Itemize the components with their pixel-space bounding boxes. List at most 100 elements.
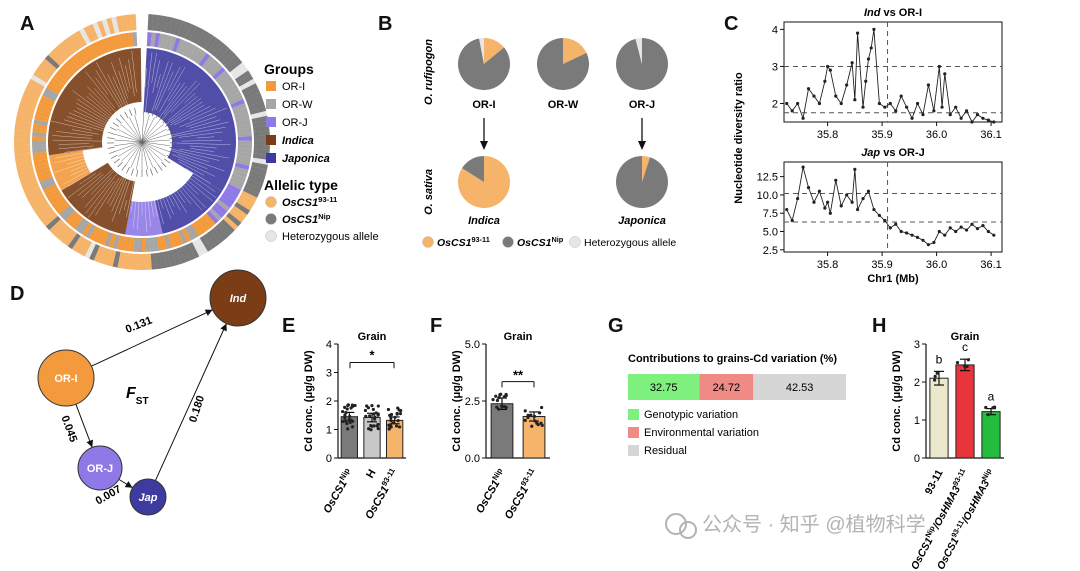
group-ring-segment <box>237 151 252 158</box>
allele-ring-segment <box>146 253 152 270</box>
group-ring-segment <box>91 42 102 57</box>
alleles-legend: OsCS193-11 OsCS1Nip Heterozygous allele <box>265 195 379 243</box>
data-point <box>899 94 903 98</box>
allele-ring-segment <box>120 15 128 32</box>
allele-ring-segment <box>180 245 191 263</box>
group-ring-segment <box>153 236 159 252</box>
edge-arrow <box>124 481 133 488</box>
allele-ring-segment <box>66 35 80 52</box>
group-ring-segment <box>141 237 147 252</box>
tree-branch <box>95 177 120 216</box>
allele-ring-segment <box>224 54 240 70</box>
tree-inner-branch <box>130 141 143 168</box>
group-ring-segment <box>62 208 75 221</box>
sample-point <box>526 413 530 417</box>
allele-ring-segment <box>253 140 270 146</box>
tree-branch <box>169 101 203 124</box>
sample-point <box>936 371 940 375</box>
sample-point <box>343 405 347 409</box>
tree-inner-branch <box>124 120 143 143</box>
group-ring-segment <box>55 70 70 83</box>
tree-branch <box>156 73 161 88</box>
group-ring-segment <box>107 36 116 51</box>
group-ring-segment <box>39 176 55 186</box>
data-point <box>823 79 827 83</box>
sample-point <box>398 425 402 429</box>
group-ring-segment <box>235 159 251 166</box>
allele-ring-segment <box>221 51 236 66</box>
allele-ring-segment <box>181 22 192 39</box>
tree-branch <box>150 199 154 217</box>
sample-point <box>504 405 508 410</box>
tree-branch <box>181 175 213 202</box>
allele-ring-segment <box>28 194 46 207</box>
stacked-segment <box>699 374 754 400</box>
group-ring-segment <box>41 180 56 190</box>
sample-point <box>388 413 392 418</box>
allele-ring-segment <box>252 120 269 128</box>
tree-inner-branch <box>141 141 159 165</box>
allele-ring-segment <box>102 248 113 266</box>
tree-branch <box>162 98 202 127</box>
group-ring-segment <box>228 95 244 105</box>
panel-letter-g: G <box>608 315 624 337</box>
y-axis-label: Nucleotide diversity ratio <box>733 72 745 204</box>
pie-legend-label: Heterozygous allele <box>584 237 676 249</box>
tree-branch <box>150 164 172 220</box>
tree-branch <box>55 152 84 159</box>
data-point <box>861 196 865 201</box>
sample-point <box>364 414 368 418</box>
data-point <box>866 57 871 61</box>
allele-ring-segment <box>33 201 50 215</box>
sample-point <box>394 424 399 428</box>
data-point <box>872 27 876 32</box>
allele-ring-segment <box>15 115 33 124</box>
node-or-i <box>37 349 95 407</box>
pie-indica-slice <box>458 156 511 208</box>
sample-point <box>386 407 390 412</box>
groups-legend: OR-I OR-W OR-J Indica Japonica <box>266 81 330 165</box>
allele-ring-segment <box>147 14 154 31</box>
tree-branch <box>95 62 130 120</box>
tree-inner-branch <box>141 141 163 162</box>
group-ring-segment <box>237 140 252 145</box>
tree-branch <box>189 145 217 149</box>
tree-branch <box>171 121 229 136</box>
sample-point <box>346 427 350 431</box>
data-point <box>926 83 931 87</box>
group-ring-segment <box>84 46 95 61</box>
allele-ring-segment <box>48 51 63 66</box>
group-ring-segment <box>231 103 247 112</box>
tree-inner-branch <box>141 141 170 146</box>
tree-branch <box>67 147 123 165</box>
tree-inner-branch <box>114 141 143 146</box>
data-point <box>959 225 963 229</box>
tree-branch <box>84 176 112 208</box>
allele-ring-segment <box>246 178 263 189</box>
pie-or-i-slice <box>479 38 484 64</box>
tree-inner-branch <box>141 141 169 152</box>
group-ring-segment <box>46 83 61 95</box>
allelic-title: Allelic type <box>264 177 338 193</box>
y-tick-label: 2.5 <box>763 245 778 257</box>
allele-ring-segment <box>39 209 56 223</box>
group-ring-segment <box>237 136 252 141</box>
allele-ring-segment <box>213 225 228 241</box>
group-ring-segment <box>200 215 213 230</box>
data-point <box>915 101 920 106</box>
data-point <box>796 196 800 201</box>
data-point <box>869 46 873 50</box>
bar <box>981 411 1001 459</box>
allele-ring-segment <box>22 182 40 194</box>
tree-branch <box>145 68 147 88</box>
allele-ring-segment <box>14 144 31 151</box>
allele-ring-segment <box>234 202 251 215</box>
allele-ring-segment <box>33 70 50 84</box>
data-point <box>839 101 843 106</box>
allele-ring-segment <box>16 161 33 170</box>
tree-branch <box>174 105 211 126</box>
tree-branch <box>58 143 90 145</box>
plot-title: Jap vs OR-J <box>861 147 925 159</box>
arrow-head <box>638 141 646 150</box>
indica-clade-2 <box>48 48 142 156</box>
